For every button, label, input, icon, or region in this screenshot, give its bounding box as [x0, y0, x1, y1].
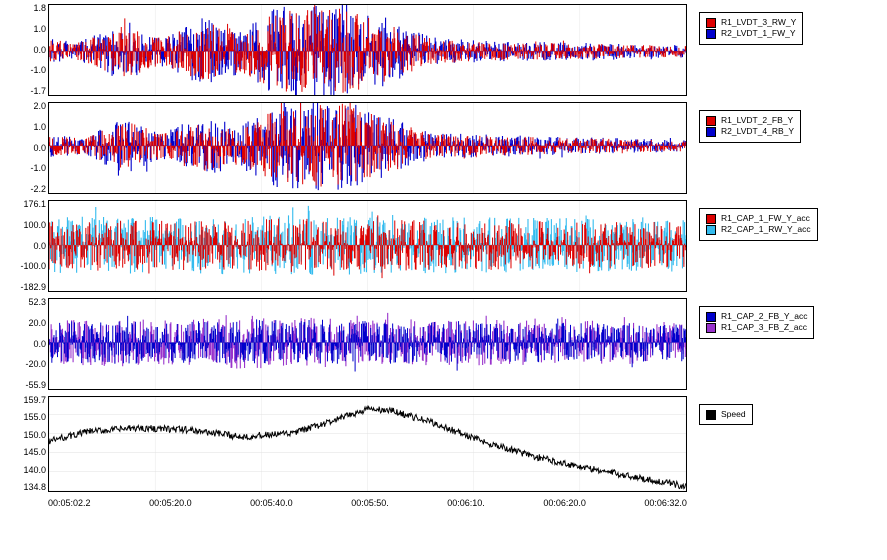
- legends-column: R1_LVDT_3_RW_YR2_LVDT_1_FW_Y R1_LVDT_2_FB…: [699, 4, 879, 556]
- y-tick-label: 0.0: [33, 144, 46, 153]
- legend-item: R1_LVDT_3_RW_Y: [706, 17, 796, 28]
- panel-p3: 176.1 100.0 0.0 -100.0 -182.9: [4, 200, 687, 292]
- x-tick-label: 00:05:02.2: [48, 498, 91, 508]
- legend-label: Speed: [721, 409, 746, 420]
- legend-swatch: [706, 18, 716, 28]
- y-tick-label: 20.0: [28, 319, 46, 328]
- y-tick-label: 140.0: [23, 466, 46, 475]
- y-tick-label: 1.0: [33, 25, 46, 34]
- y-tick-label: 0.0: [33, 46, 46, 55]
- y-tick-label: 150.0: [23, 431, 46, 440]
- legend-item: R2_LVDT_1_FW_Y: [706, 28, 796, 39]
- y-tick-label: -100.0: [20, 262, 46, 271]
- panel-p4: 52.3 20.0 0.0 -20.0 -55.9: [4, 298, 687, 390]
- y-tick-label: -182.9: [20, 283, 46, 292]
- legend-swatch: [706, 127, 716, 137]
- y-axis: 176.1 100.0 0.0 -100.0 -182.9: [4, 200, 48, 292]
- legend-swatch: [706, 410, 716, 420]
- y-tick-label: 159.7: [23, 396, 46, 405]
- legend-label: R1_LVDT_2_FB_Y: [721, 115, 793, 126]
- y-tick-label: 0.0: [33, 340, 46, 349]
- y-tick-label: 134.8: [23, 483, 46, 492]
- y-tick-label: 2.0: [33, 102, 46, 111]
- x-tick-label: 00:05:20.0: [149, 498, 192, 508]
- y-axis: 2.0 1.0 0.0 -1.0 -2.2: [4, 102, 48, 194]
- legend-label: R1_CAP_1_FW_Y_acc: [721, 213, 810, 224]
- legend-box: R1_CAP_2_FB_Y_accR1_CAP_3_FB_Z_acc: [699, 306, 814, 339]
- panel-p2: 2.0 1.0 0.0 -1.0 -2.2: [4, 102, 687, 194]
- x-tick-label: 00:05:50.: [351, 498, 389, 508]
- panel-p5: 159.7 155.0 150.0 145.0 140.0 134.8: [4, 396, 687, 492]
- y-tick-label: 145.0: [23, 448, 46, 457]
- y-tick-label: -1.0: [30, 164, 46, 173]
- x-tick-label: 00:06:10.: [447, 498, 485, 508]
- y-tick-label: 100.0: [23, 221, 46, 230]
- legend-label: R2_LVDT_4_RB_Y: [721, 126, 794, 137]
- legend-item: R2_LVDT_4_RB_Y: [706, 126, 794, 137]
- y-tick-label: 155.0: [23, 413, 46, 422]
- y-axis: 52.3 20.0 0.0 -20.0 -55.9: [4, 298, 48, 390]
- y-axis: 1.8 1.0 0.0 -1.0 -1.7: [4, 4, 48, 96]
- y-axis: 159.7 155.0 150.0 145.0 140.0 134.8: [4, 396, 48, 492]
- charts-column: 1.81.00.0-1.0-1.72.01.00.0-1.0-2.2176.11…: [4, 4, 687, 556]
- legend-box: R1_LVDT_3_RW_YR2_LVDT_1_FW_Y: [699, 12, 803, 45]
- y-tick-label: -55.9: [25, 381, 46, 390]
- legend-swatch: [706, 225, 716, 235]
- chart-container: 1.81.00.0-1.0-1.72.01.00.0-1.0-2.2176.11…: [0, 0, 887, 560]
- y-tick-label: 0.0: [33, 242, 46, 251]
- legend-box: R1_LVDT_2_FB_YR2_LVDT_4_RB_Y: [699, 110, 801, 143]
- legend-label: R1_LVDT_3_RW_Y: [721, 17, 796, 28]
- x-tick-label: 00:05:40.0: [250, 498, 293, 508]
- legend-swatch: [706, 214, 716, 224]
- y-tick-label: 52.3: [28, 298, 46, 307]
- legend-item: R1_CAP_1_FW_Y_acc: [706, 213, 811, 224]
- legend-swatch: [706, 29, 716, 39]
- y-tick-label: 176.1: [23, 200, 46, 209]
- y-tick-label: 1.0: [33, 123, 46, 132]
- y-tick-label: -1.0: [30, 66, 46, 75]
- plot-area: [48, 298, 687, 390]
- x-tick-label: 00:06:32.0: [644, 498, 687, 508]
- legend-label: R2_LVDT_1_FW_Y: [721, 28, 795, 39]
- legend-item: R1_LVDT_2_FB_Y: [706, 115, 794, 126]
- legend-swatch: [706, 323, 716, 333]
- legend-box: R1_CAP_1_FW_Y_accR2_CAP_1_RW_Y_acc: [699, 208, 818, 241]
- plot-area: [48, 396, 687, 492]
- x-tick-label: 00:06:20.0: [543, 498, 586, 508]
- legend-label: R1_CAP_2_FB_Y_acc: [721, 311, 807, 322]
- y-tick-label: -1.7: [30, 87, 46, 96]
- legend-label: R1_CAP_3_FB_Z_acc: [721, 322, 807, 333]
- legend-box: Speed: [699, 404, 753, 425]
- y-tick-label: -20.0: [25, 360, 46, 369]
- legend-swatch: [706, 312, 716, 322]
- y-tick-label: 1.8: [33, 4, 46, 13]
- plot-area: [48, 102, 687, 194]
- legend-item: Speed: [706, 409, 746, 420]
- legend-label: R2_CAP_1_RW_Y_acc: [721, 224, 811, 235]
- legend-swatch: [706, 116, 716, 126]
- plot-area: [48, 200, 687, 292]
- legend-item: R1_CAP_2_FB_Y_acc: [706, 311, 807, 322]
- x-axis: 00:05:02.2 00:05:20.0 00:05:40.0 00:05:50. 0…: [4, 496, 687, 508]
- legend-item: R2_CAP_1_RW_Y_acc: [706, 224, 811, 235]
- legend-item: R1_CAP_3_FB_Z_acc: [706, 322, 807, 333]
- panel-p1: 1.8 1.0 0.0 -1.0 -1.7: [4, 4, 687, 96]
- plot-area: [48, 4, 687, 96]
- y-tick-label: -2.2: [30, 185, 46, 194]
